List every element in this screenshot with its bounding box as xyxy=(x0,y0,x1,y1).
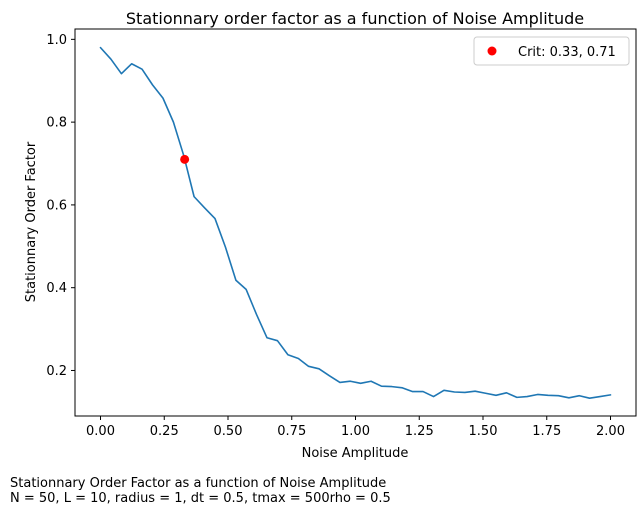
x-tick-label: 0.25 xyxy=(150,424,179,439)
y-tick-label: 0.4 xyxy=(46,281,67,296)
x-axis-ticks: 0.00 0.25 0.50 0.75 1.00 1.25 1.50 1.75 2.00 xyxy=(86,416,625,439)
x-tick-label: 2.00 xyxy=(596,424,625,439)
critical-point-marker xyxy=(180,154,190,164)
caption-line-2: N = 50, L = 10, radius = 1, dt = 0.5, tm… xyxy=(10,491,391,506)
x-tick-label: 0.75 xyxy=(277,424,306,439)
plot-frame xyxy=(74,28,637,417)
x-tick-label: 0.00 xyxy=(86,424,115,439)
y-tick-label: 1.0 xyxy=(46,33,67,48)
series-line xyxy=(99,46,612,400)
legend-marker xyxy=(487,46,497,56)
y-tick-label: 0.8 xyxy=(46,116,67,131)
series-layer xyxy=(99,46,612,400)
legend: Crit: 0.33, 0.71 xyxy=(473,36,630,66)
marker-layer xyxy=(180,154,190,164)
legend-box xyxy=(473,36,630,66)
x-tick-label: 1.00 xyxy=(341,424,370,439)
y-tick-label: 0.6 xyxy=(46,198,67,213)
x-tick-label: 1.50 xyxy=(469,424,498,439)
plot-area: 0.00 0.25 0.50 0.75 1.00 1.25 1.50 1.75 2.00 0.2… xyxy=(46,28,637,439)
x-axis-label: Noise Amplitude xyxy=(302,446,409,461)
legend-label: Crit: 0.33, 0.71 xyxy=(518,45,616,60)
x-tick-label: 0.50 xyxy=(214,424,243,439)
y-axis-ticks: 0.2 0.4 0.6 0.8 1.0 xyxy=(46,33,75,379)
y-axis-label: Stationnary Order Factor xyxy=(24,141,39,302)
chart-title: Stationnary order factor as a function o… xyxy=(126,9,584,28)
y-tick-label: 0.2 xyxy=(46,364,67,379)
caption-line-1: Stationnary Order Factor as a function o… xyxy=(10,476,386,491)
x-tick-label: 1.75 xyxy=(532,424,561,439)
x-tick-label: 1.25 xyxy=(405,424,434,439)
